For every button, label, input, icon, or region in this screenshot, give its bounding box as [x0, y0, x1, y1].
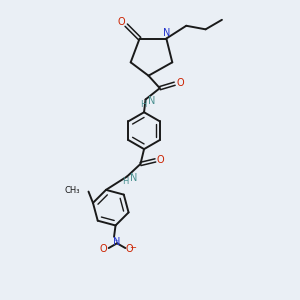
Text: N: N [113, 237, 121, 247]
Text: O: O [157, 155, 164, 165]
Text: O: O [117, 16, 125, 27]
Text: H: H [122, 177, 128, 186]
Text: +: + [113, 238, 118, 243]
Text: N: N [163, 28, 170, 38]
Text: O: O [176, 78, 184, 88]
Text: O: O [100, 244, 107, 254]
Text: −: − [129, 243, 136, 252]
Text: N: N [148, 96, 156, 106]
Text: O: O [126, 244, 133, 254]
Text: N: N [130, 173, 137, 183]
Text: H: H [141, 100, 147, 109]
Text: CH₃: CH₃ [65, 186, 80, 195]
